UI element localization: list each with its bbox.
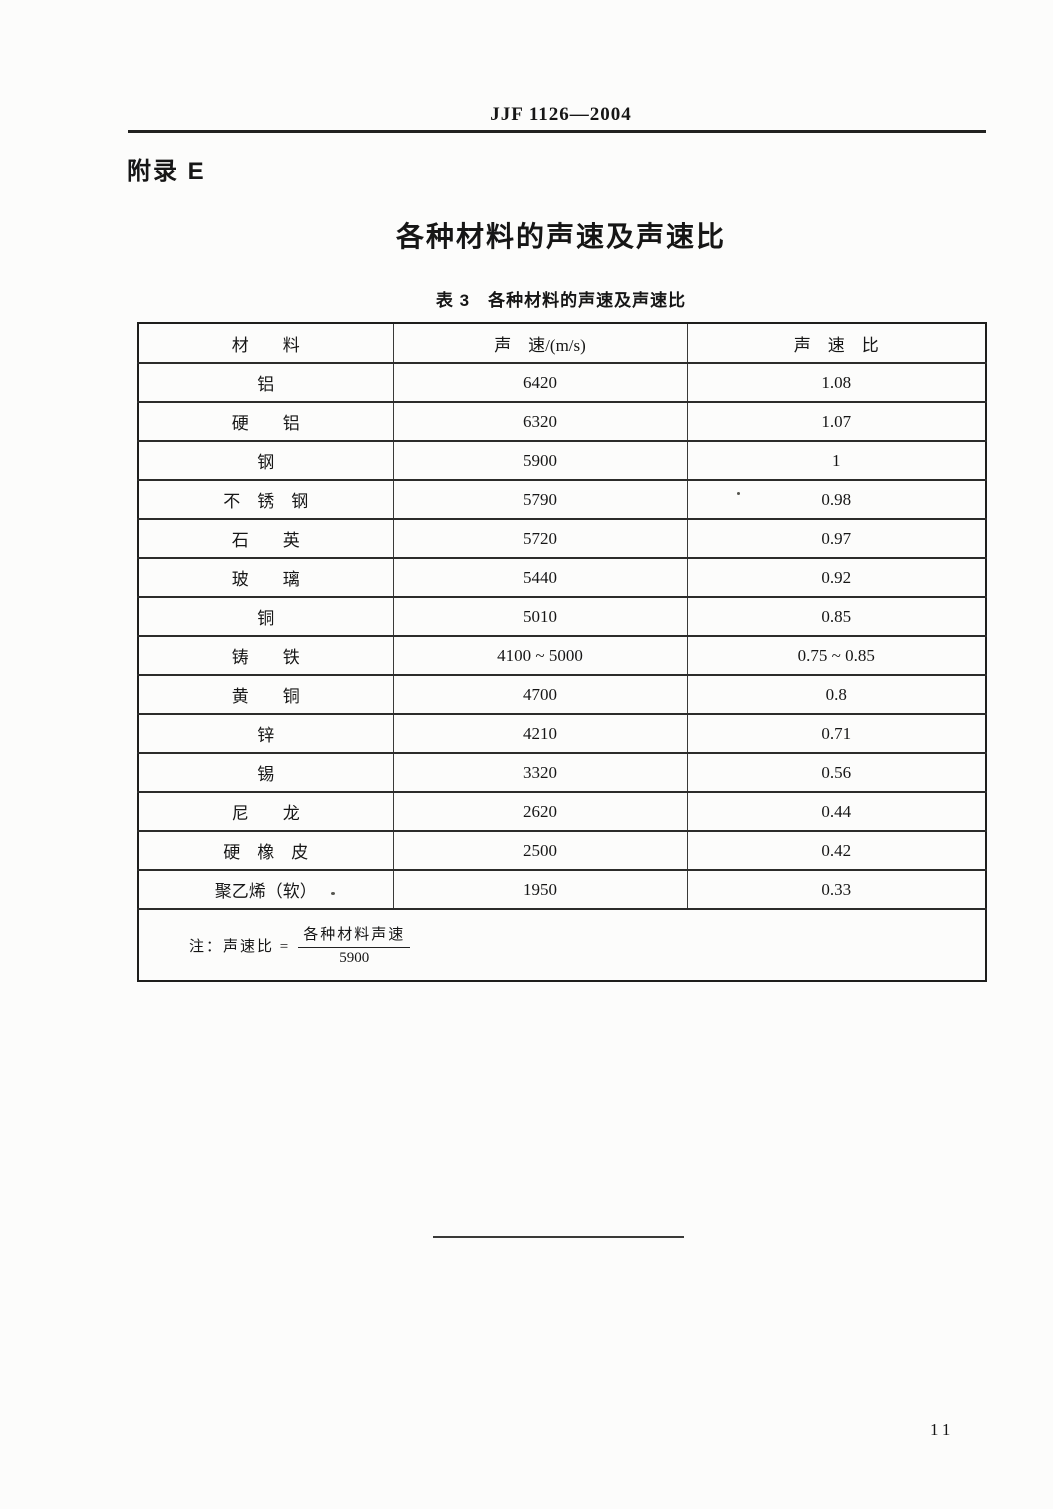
table-row: 锌 4210 0.71: [138, 714, 986, 754]
cell-ratio: 1.07: [687, 402, 986, 442]
cell-velocity: 5720: [393, 519, 688, 559]
table-body: 铝 6420 1.08 硬 铝 6320 1.07 钢 5900 1 不 锈 钢 5790 0.98 石…: [138, 363, 986, 910]
header-ratio: 声 速 比: [687, 323, 986, 364]
cell-ratio: 0.44: [687, 792, 986, 832]
table-row: 硬 铝 6320 1.07: [138, 402, 986, 442]
table-caption: 表 3 各种材料的声速及声速比: [435, 291, 687, 310]
cell-material: 不 锈 钢: [138, 480, 394, 520]
cell-ratio: 0.8: [687, 675, 986, 715]
table-row: 铜 5010 0.85: [138, 597, 986, 637]
cell-ratio: 0.42: [687, 831, 986, 871]
cell-velocity: 5790: [393, 480, 688, 520]
cell-material: 锡: [138, 753, 394, 793]
cell-material: 黄 铜: [138, 675, 394, 715]
appendix-label: 附录 E: [127, 158, 206, 185]
cell-ratio: 0.75 ~ 0.85: [687, 636, 986, 676]
cell-ratio: 0.56: [687, 753, 986, 793]
note-fraction: 各种材料声速 5900: [298, 923, 411, 967]
cell-material: 尼 龙: [138, 792, 394, 832]
header-material: 材 料: [138, 323, 394, 364]
cell-material: 锌: [138, 714, 394, 754]
table-row: 黄 铜 4700 0.8: [138, 675, 986, 715]
cell-material: 铝: [138, 363, 394, 403]
table-row: 硬 橡 皮 2500 0.42: [138, 831, 986, 871]
header-velocity: 声 速/(m/s): [393, 323, 688, 364]
cell-ratio: 0.71: [687, 714, 986, 754]
table-row: 铸 铁 4100 ~ 5000 0.75 ~ 0.85: [138, 636, 986, 676]
cell-ratio: 1.08: [687, 363, 986, 403]
cell-velocity: 3320: [393, 753, 688, 793]
cell-velocity: 1950: [393, 870, 688, 910]
cell-ratio: 1: [687, 441, 986, 481]
cell-material: 石 英: [138, 519, 394, 559]
cell-velocity: 5010: [393, 597, 688, 637]
scan-artifact-dot: [331, 892, 335, 895]
cell-material: 铜: [138, 597, 394, 637]
cell-velocity: 4100 ~ 5000: [393, 636, 688, 676]
doc-code-header: JJF 1126—2004: [490, 104, 632, 125]
note-fraction-denominator: 5900: [339, 950, 370, 966]
table-row: 不 锈 钢 5790 0.98: [138, 480, 986, 520]
cell-material: 硬 橡 皮: [138, 831, 394, 871]
cell-material: 玻 璃: [138, 558, 394, 598]
table-row: 石 英 5720 0.97: [138, 519, 986, 559]
table-row: 锡 3320 0.56: [138, 753, 986, 793]
cell-velocity: 5440: [393, 558, 688, 598]
cell-material: 铸 铁: [138, 636, 394, 676]
table-header: 材 料 声 速/(m/s) 声 速 比: [138, 323, 986, 364]
cell-ratio: 0.98: [687, 480, 986, 520]
cell-material: 聚乙烯（软）: [138, 870, 394, 910]
cell-ratio: 0.92: [687, 558, 986, 598]
cell-ratio: 0.97: [687, 519, 986, 559]
divider-line: [433, 1236, 684, 1238]
note-prefix: 注：声速比 =: [189, 938, 291, 955]
materials-table: 材 料 声 速/(m/s) 声 速 比 铝 6420 1.08 硬 铝 6320 1.07…: [137, 322, 987, 982]
page-title: 各种材料的声速及声速比: [395, 221, 726, 252]
table-row: 钢 5900 1: [138, 441, 986, 481]
table-header-row: 材 料 声 速/(m/s) 声 速 比: [138, 323, 986, 364]
table-note: 注：声速比 = 各种材料声速 5900: [138, 909, 986, 981]
scan-artifact-dot: [737, 492, 740, 495]
table-row: 铝 6420 1.08: [138, 363, 986, 403]
cell-ratio: 0.85: [687, 597, 986, 637]
note-fraction-numerator: 各种材料声速: [298, 923, 411, 948]
cell-material: 钢: [138, 441, 394, 481]
cell-ratio: 0.33: [687, 870, 986, 910]
table-row: 玻 璃 5440 0.92: [138, 558, 986, 598]
cell-velocity: 6420: [393, 363, 688, 403]
cell-velocity: 6320: [393, 402, 688, 442]
cell-velocity: 2620: [393, 792, 688, 832]
cell-velocity: 2500: [393, 831, 688, 871]
table-note-row: 注：声速比 = 各种材料声速 5900: [138, 909, 986, 981]
cell-material: 硬 铝: [138, 402, 394, 442]
header-rule: [128, 130, 986, 133]
table-row: 聚乙烯（软） 1950 0.33: [138, 870, 986, 910]
cell-velocity: 4700: [393, 675, 688, 715]
table-row: 尼 龙 2620 0.44: [138, 792, 986, 832]
cell-velocity: 5900: [393, 441, 688, 481]
page-number: 11: [930, 1420, 955, 1439]
cell-velocity: 4210: [393, 714, 688, 754]
